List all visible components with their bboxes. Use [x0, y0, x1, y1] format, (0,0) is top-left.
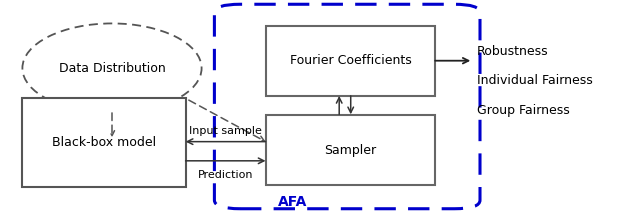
- FancyBboxPatch shape: [266, 26, 435, 96]
- FancyArrowPatch shape: [188, 139, 266, 144]
- Text: Individual Fairness: Individual Fairness: [477, 74, 593, 88]
- Text: Prediction: Prediction: [198, 170, 253, 180]
- FancyArrowPatch shape: [189, 100, 264, 141]
- FancyArrowPatch shape: [186, 158, 264, 164]
- Text: Robustness: Robustness: [477, 45, 548, 58]
- FancyArrowPatch shape: [109, 113, 115, 136]
- FancyBboxPatch shape: [266, 115, 435, 185]
- Text: Sampler: Sampler: [324, 144, 376, 157]
- Text: Fourier Coefficients: Fourier Coefficients: [289, 54, 412, 67]
- FancyArrowPatch shape: [348, 96, 353, 113]
- FancyArrowPatch shape: [435, 58, 468, 63]
- Text: Data Distribution: Data Distribution: [59, 62, 165, 75]
- FancyBboxPatch shape: [22, 98, 186, 187]
- Text: AFA: AFA: [278, 195, 308, 209]
- Text: Input sample: Input sample: [189, 126, 262, 136]
- FancyArrowPatch shape: [337, 98, 342, 114]
- Ellipse shape: [22, 23, 202, 113]
- Text: Black-box model: Black-box model: [52, 136, 156, 149]
- Text: Group Fairness: Group Fairness: [477, 104, 570, 117]
